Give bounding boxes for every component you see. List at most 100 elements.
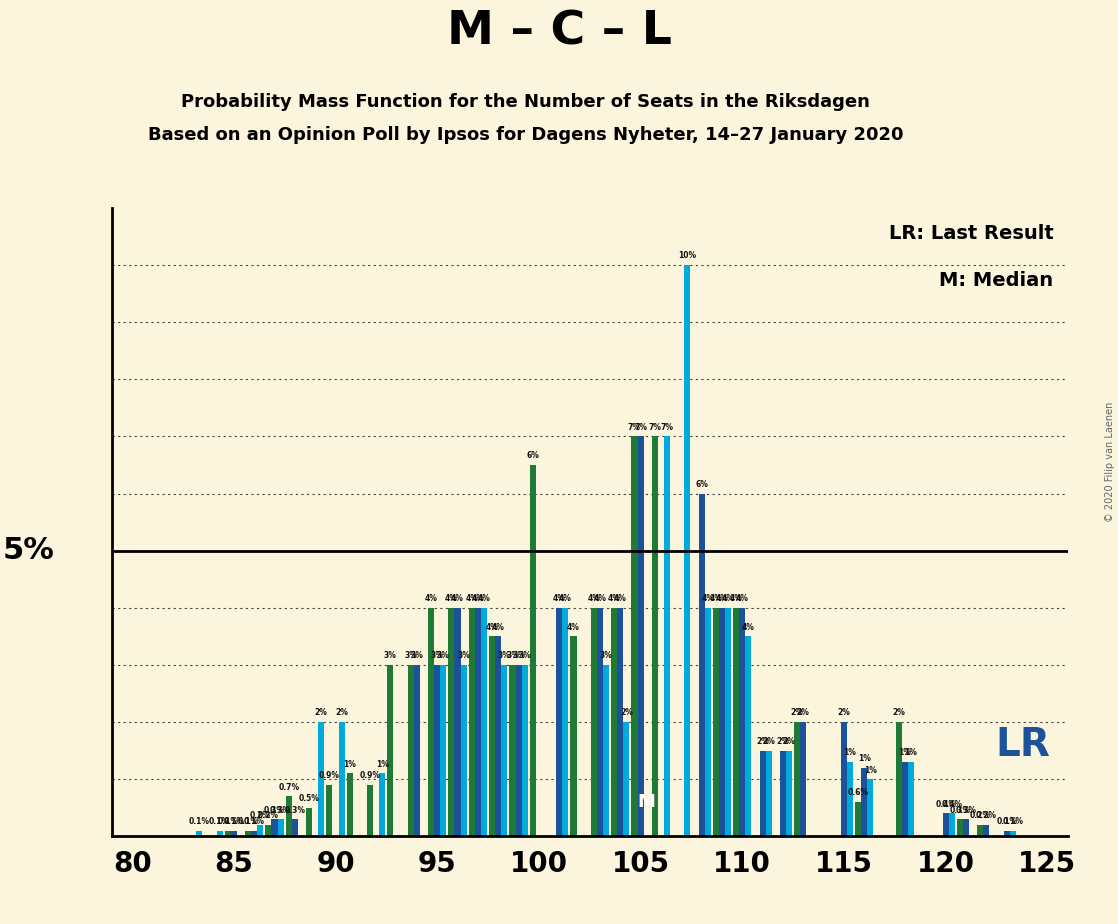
Text: 0.1%: 0.1%	[224, 817, 245, 826]
Text: 1%: 1%	[864, 765, 877, 774]
Text: 4%: 4%	[465, 594, 479, 603]
Bar	[196, 831, 202, 836]
Bar	[408, 665, 414, 836]
Bar	[637, 436, 644, 836]
Bar	[515, 665, 522, 836]
Text: 3%: 3%	[410, 651, 424, 661]
Text: 10%: 10%	[679, 251, 697, 261]
Bar	[339, 722, 344, 836]
Text: 0.1%: 0.1%	[189, 817, 210, 826]
Text: 3%: 3%	[437, 651, 449, 661]
Bar	[387, 665, 394, 836]
Text: 0.4%: 0.4%	[935, 800, 956, 808]
Bar	[684, 265, 691, 836]
Text: 0.3%: 0.3%	[271, 806, 291, 815]
Text: 2%: 2%	[335, 709, 348, 717]
Bar	[868, 779, 873, 836]
Bar	[699, 493, 704, 836]
Text: M: M	[637, 793, 655, 810]
Text: 4%: 4%	[721, 594, 735, 603]
Text: 4%: 4%	[559, 594, 571, 603]
Text: 4%: 4%	[477, 594, 491, 603]
Bar	[230, 831, 237, 836]
Text: 1%: 1%	[858, 754, 871, 763]
Bar	[277, 819, 284, 836]
Text: 0.1%: 0.1%	[217, 817, 238, 826]
Text: 2%: 2%	[783, 737, 796, 746]
Text: 0.6%: 0.6%	[847, 788, 869, 797]
Bar	[448, 608, 455, 836]
Bar	[794, 722, 800, 836]
Text: 3%: 3%	[498, 651, 511, 661]
Text: Probability Mass Function for the Number of Seats in the Riksdagen: Probability Mass Function for the Number…	[181, 93, 870, 111]
Bar	[252, 831, 257, 836]
Bar	[461, 665, 466, 836]
Bar	[942, 813, 949, 836]
Bar	[530, 465, 536, 836]
Bar	[489, 637, 495, 836]
Bar	[724, 608, 731, 836]
Text: 7%: 7%	[634, 423, 647, 432]
Bar	[957, 819, 963, 836]
Text: 4%: 4%	[492, 623, 504, 632]
Text: 1%: 1%	[844, 748, 856, 758]
Text: 0.1%: 0.1%	[996, 817, 1017, 826]
Text: 7%: 7%	[661, 423, 673, 432]
Bar	[292, 819, 297, 836]
Bar	[522, 665, 528, 836]
Bar	[800, 722, 806, 836]
Bar	[855, 802, 861, 836]
Text: LR: LR	[996, 726, 1051, 764]
Bar	[481, 608, 487, 836]
Text: 6%: 6%	[527, 451, 539, 460]
Text: 0.2%: 0.2%	[969, 811, 991, 821]
Bar	[652, 436, 657, 836]
Text: 2%: 2%	[619, 709, 633, 717]
Text: 0.5%: 0.5%	[299, 794, 320, 803]
Text: 4%: 4%	[736, 594, 749, 603]
Bar	[265, 825, 272, 836]
Bar	[570, 637, 577, 836]
Text: 4%: 4%	[742, 623, 755, 632]
Bar	[501, 665, 508, 836]
Bar	[617, 608, 624, 836]
Text: M: Median: M: Median	[939, 271, 1053, 290]
Text: 1%: 1%	[904, 748, 918, 758]
Text: 0.3%: 0.3%	[956, 806, 976, 815]
Bar	[257, 825, 264, 836]
Bar	[908, 762, 915, 836]
Text: 4%: 4%	[451, 594, 464, 603]
Text: 1%: 1%	[343, 760, 357, 769]
Bar	[963, 819, 969, 836]
Bar	[746, 637, 751, 836]
Bar	[225, 831, 230, 836]
Text: LR: Last Result: LR: Last Result	[889, 224, 1053, 243]
Bar	[367, 784, 373, 836]
Bar	[841, 722, 847, 836]
Text: 3%: 3%	[430, 651, 444, 661]
Bar	[759, 750, 766, 836]
Bar	[562, 608, 568, 836]
Text: 2%: 2%	[790, 709, 804, 717]
Text: 5%: 5%	[2, 536, 55, 565]
Text: 0.2%: 0.2%	[258, 811, 278, 821]
Bar	[949, 813, 955, 836]
Bar	[319, 722, 324, 836]
Bar	[704, 608, 711, 836]
Bar	[326, 784, 332, 836]
Text: 0.7%: 0.7%	[278, 783, 300, 792]
Bar	[590, 608, 597, 836]
Text: 4%: 4%	[614, 594, 627, 603]
Text: 2%: 2%	[892, 709, 906, 717]
Text: 4%: 4%	[594, 594, 606, 603]
Bar	[468, 608, 475, 836]
Bar	[556, 608, 562, 836]
Text: 2%: 2%	[777, 737, 789, 746]
Bar	[347, 773, 353, 836]
Text: 3%: 3%	[457, 651, 470, 661]
Text: 0.2%: 0.2%	[249, 811, 271, 821]
Bar	[713, 608, 719, 836]
Text: 6%: 6%	[695, 480, 708, 489]
Bar	[664, 436, 670, 836]
Text: 7%: 7%	[628, 423, 641, 432]
